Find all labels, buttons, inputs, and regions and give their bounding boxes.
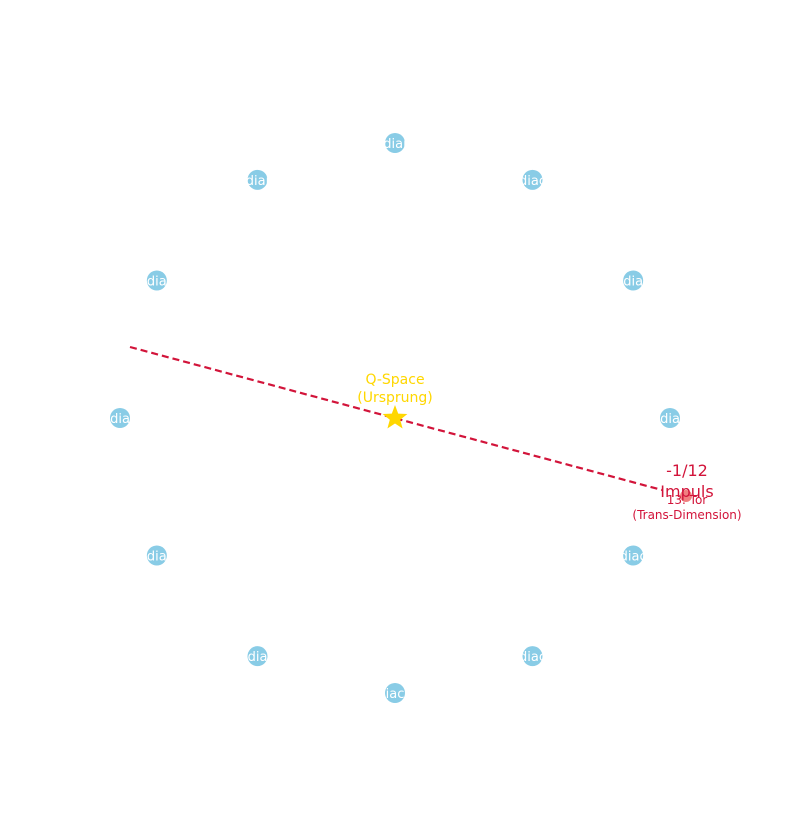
ring-node-circle xyxy=(623,270,644,291)
ring-node: diac xyxy=(620,545,647,566)
ring-node-circle xyxy=(110,408,130,428)
ring-node: diai xyxy=(246,169,269,190)
ring-node-label: dia xyxy=(660,412,680,427)
ring-node: dia xyxy=(110,408,130,428)
ring-node-circle xyxy=(247,646,268,667)
ring-node-label: diai xyxy=(246,174,269,189)
ring-node-label: iac xyxy=(386,687,405,702)
ring-node: dia xyxy=(623,270,644,291)
ring-node: dia xyxy=(660,408,680,428)
ring-node-circle xyxy=(247,169,268,190)
center-label-subtitle: (Ursprung) xyxy=(357,390,433,406)
ring-node: dia xyxy=(146,545,167,566)
ring-node: diac xyxy=(519,646,546,667)
ring-node: dia xyxy=(247,646,268,667)
ring-node-label: dia xyxy=(110,412,130,427)
ring-node-circle xyxy=(660,408,680,428)
ring-node: dia xyxy=(146,270,167,291)
ring-node-circle xyxy=(146,270,167,291)
ring-node-label: diai xyxy=(383,137,406,152)
ring-node-label: diac xyxy=(620,550,647,565)
impulse-value-label: -1/12 xyxy=(666,461,708,480)
impulse-name-label: Impuls xyxy=(660,482,713,501)
impulse-marker xyxy=(680,490,692,502)
ring-node-circle xyxy=(385,683,405,703)
ring-node-label: dia xyxy=(147,550,167,565)
ring-node: iac xyxy=(385,683,405,703)
ring-node: diac xyxy=(519,169,546,190)
ring-node-label: dia xyxy=(147,275,167,290)
center-label-title: Q-Space xyxy=(365,372,424,388)
ring-node-circle xyxy=(522,169,543,190)
impulse-gate-label: 13. Tor xyxy=(667,493,708,507)
ring-node: diai xyxy=(383,133,407,153)
ring-node-label: diac xyxy=(519,174,546,189)
ring-node-circle xyxy=(623,545,644,566)
ring-node-label: dia xyxy=(623,275,643,290)
ring-node-label: dia xyxy=(248,650,268,665)
star-icon xyxy=(382,405,408,429)
ring-node-circle xyxy=(146,545,167,566)
impulse-dimension-label: (Trans-Dimension) xyxy=(632,508,741,522)
ring-node-circle xyxy=(522,646,543,667)
ring-node-circle xyxy=(385,133,405,153)
ring-node-label: diac xyxy=(519,650,546,665)
